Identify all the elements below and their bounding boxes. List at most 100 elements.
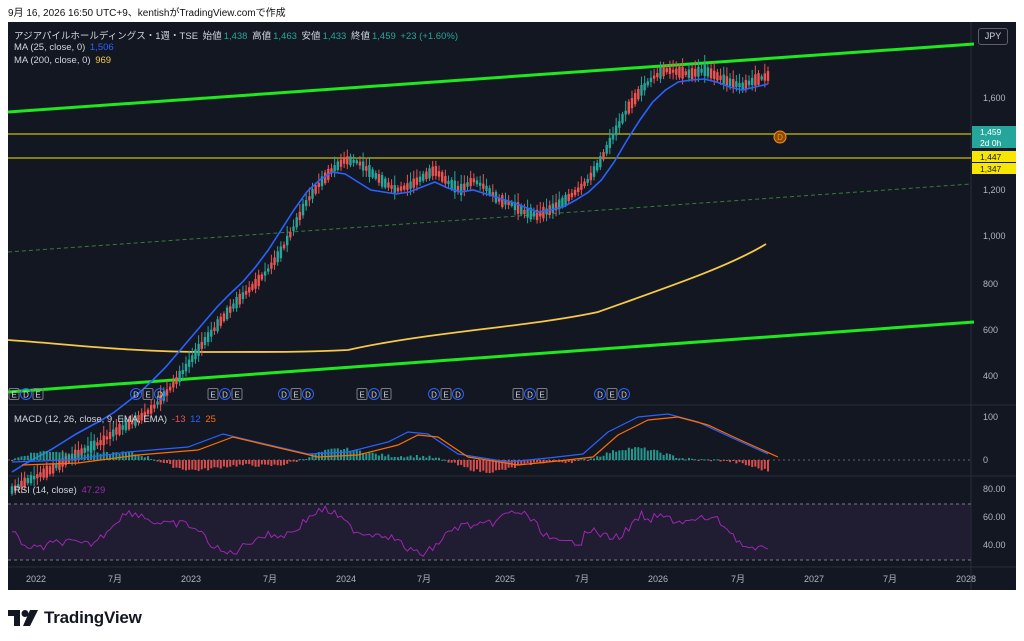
candle-body [463,183,466,191]
level-tag-1447: 1,447 [980,152,1002,162]
earnings-marker-box [290,388,302,400]
candle-body [301,203,305,216]
candle-body [248,287,251,293]
rsi-label: RSI (14, close) [14,485,77,496]
candle-body [535,209,539,221]
macd-signal-line [21,416,779,466]
event-marker-label: D [527,391,533,400]
candle-body [532,211,536,217]
macd-hist-bar [450,460,453,463]
currency-button[interactable]: JPY [978,28,1008,45]
candle-body [684,71,687,75]
dividend-badge [773,130,787,144]
macd-legend: MACD (12, 26, close, 9, EMA, EMA) -13 12… [14,414,218,425]
candle-body [153,404,156,409]
macd-hist-bar [143,457,146,460]
candle-body [652,75,656,79]
candle-body [203,337,207,346]
tradingview-logo-icon [8,610,38,626]
chart-caption: 9月 16, 2026 16:50 UTC+9、kentishがTradingV… [8,8,286,19]
macd-hist-bar [586,460,589,461]
macd-hist-bar [640,448,643,460]
macd-hist-bar [387,454,390,460]
candle-body [643,83,646,91]
price-tick-label: 800 [983,279,998,289]
macd-hist-bar [77,452,80,460]
candle-body [529,207,532,220]
chart-frame[interactable]: 1,600 1,200 1,000 800 600 400 1,459 2d 0h 1,447 1… [8,22,1016,590]
candle-body [102,435,105,446]
macd-hist-bar [162,460,165,464]
candle-body [108,431,112,439]
candle-body [156,401,159,405]
time-axis-label: 2025 [495,574,515,584]
candle-body [32,475,36,480]
macd-hist-bar [371,452,374,460]
level-tag-1447-bg [972,151,1016,162]
macd-hist-bar [169,460,172,464]
candle-body [728,78,732,86]
dividend-marker [154,388,166,400]
macd-hist-bar [251,460,254,466]
time-axis-label: 2024 [336,574,356,584]
ma200-legend: MA (200, close, 0) 969 [14,55,113,66]
candle-body [668,67,672,74]
macd-hist-bar [147,456,150,460]
candle-body [311,189,314,199]
candle-body [184,363,188,372]
macd-hist-bar [11,460,13,461]
dividend-marker-ring [154,388,166,400]
macd-hist-bar [675,457,678,460]
dividend-marker-ring [452,388,464,400]
macd-hist-bar [52,452,55,460]
candle-body [39,472,42,478]
candle-body [510,202,513,206]
macd-hist-bar [488,460,491,474]
time-axis-label: 7月 [883,574,897,584]
macd-hist-bar [159,460,162,463]
event-marker-label: D [621,391,627,400]
candle-body [580,183,583,190]
candle-body [482,183,485,189]
macd-hist-bar [45,451,48,460]
macd-hist-bar [165,460,168,464]
macd-hist-bar [415,454,418,460]
macd-hist-bar [700,459,703,461]
macd-hist-bar [200,460,203,470]
candle-body [149,405,153,414]
event-marker-label: E [35,391,40,400]
earnings-marker-box [207,388,219,400]
macd-hist-bar [99,453,102,460]
macd-hist-bar [479,460,482,472]
macd-hist-bar [229,460,232,467]
event-marker-label: D [23,391,29,400]
candle-body [444,176,447,184]
macd-hist-bar [257,460,260,467]
macd-hist-bar [710,460,713,462]
candle-body [194,349,197,360]
earnings-marker [536,388,548,400]
candle-body [342,157,346,164]
candle-body [317,182,321,188]
macd-hist-bar [694,459,697,461]
earnings-marker-box [8,388,20,400]
macd-hist-bar [577,459,580,461]
candle-body [175,377,178,385]
candle-body [48,466,52,475]
macd-hist-bar [425,457,428,460]
price-tick-label: 1,200 [983,185,1006,195]
candle-body [235,297,238,309]
candle-body [206,332,210,342]
time-axis-label: 7月 [263,574,277,584]
event-marker-label: E [145,391,150,400]
candle-body [80,448,83,456]
candle-body [725,76,729,86]
candle-body [706,67,710,77]
candle-body [450,179,453,190]
macd-hist-bar [561,460,564,463]
candlestick-group [10,54,770,496]
macd-hist-bar [67,454,70,460]
candle-body [131,420,134,425]
candle-body [168,386,172,391]
